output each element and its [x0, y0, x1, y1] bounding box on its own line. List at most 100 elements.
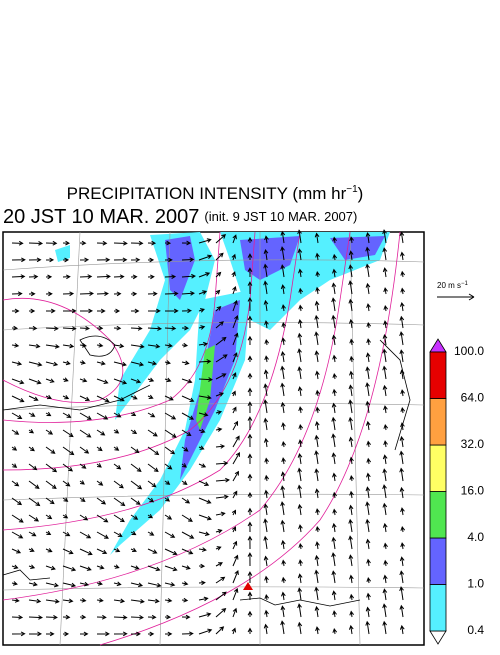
- wind-arrow: [264, 594, 270, 601]
- wind-arrow: [264, 338, 270, 346]
- wind-arrow: [164, 343, 173, 348]
- wind-arrow: [164, 582, 176, 587]
- wind-arrow: [232, 490, 238, 499]
- wind-arrow: [281, 321, 287, 329]
- wind-arrow: [62, 412, 72, 418]
- wind-arrow: [45, 394, 52, 400]
- wind-arrow: [399, 331, 404, 346]
- wind-arrow: [232, 406, 237, 414]
- wind-arrow: [11, 240, 24, 246]
- wind-arrow: [231, 627, 237, 635]
- wind-arrow: [215, 373, 227, 380]
- wind-arrow: [147, 326, 163, 331]
- wind-arrow: [130, 411, 137, 417]
- wind-arrow: [79, 291, 95, 296]
- wind-arrow: [45, 308, 56, 314]
- wind-arrow: [280, 401, 286, 414]
- wind-arrow: [383, 320, 388, 329]
- wind-arrow: [62, 429, 74, 438]
- wind-arrow: [332, 472, 337, 482]
- wind-arrow: [96, 429, 106, 436]
- wind-arrow: [113, 564, 120, 569]
- wind-arrow: [181, 581, 189, 586]
- wind-arrow: [314, 350, 320, 363]
- wind-arrow: [181, 412, 195, 420]
- wind-arrow: [28, 240, 44, 246]
- wind-arrow: [198, 596, 209, 602]
- wind-arrow: [147, 531, 155, 536]
- wind-arrow: [11, 446, 18, 451]
- wind-arrow: [281, 337, 286, 346]
- valid-time: 20 JST 10 MAR. 2007 (init. 9 JST 10 MAR. …: [3, 206, 357, 228]
- wind-arrow: [113, 598, 126, 604]
- wind-arrow: [198, 497, 212, 504]
- wind-arrow: [280, 539, 286, 550]
- wind-arrow: [113, 291, 122, 297]
- wind-arrow: [314, 450, 319, 465]
- wind-arrow: [263, 555, 269, 567]
- wind-arrow: [399, 231, 405, 244]
- wind-arrow: [147, 513, 154, 519]
- wind-arrow: [181, 291, 195, 296]
- wind-arrow: [62, 582, 77, 588]
- wind-arrow: [28, 531, 37, 537]
- wind-arrow: [164, 274, 177, 280]
- wind-arrow: [45, 344, 60, 349]
- wind-arrow: [181, 631, 194, 637]
- wind-arrow: [45, 463, 58, 473]
- wind-arrow: [62, 274, 71, 280]
- colorbar-label: 16.0: [461, 484, 485, 498]
- wind-arrow: [383, 542, 388, 550]
- wind-arrow: [231, 526, 237, 533]
- wind-arrow: [113, 547, 121, 553]
- wind-arrow: [315, 541, 320, 550]
- wind-arrow: [382, 333, 388, 346]
- wind-arrow: [349, 370, 354, 380]
- wind-arrow: [383, 423, 389, 431]
- wind-arrow: [79, 240, 87, 246]
- wind-arrow: [232, 554, 239, 567]
- wind-arrow: [164, 360, 171, 365]
- wind-arrow: [382, 267, 388, 278]
- wind-arrow: [314, 488, 320, 499]
- wind-arrow: [45, 361, 59, 367]
- wind-arrow: [281, 457, 286, 465]
- wind-arrow: [130, 497, 141, 505]
- wind-arrow: [247, 521, 253, 533]
- wind-arrow: [198, 628, 213, 635]
- wind-arrow: [198, 445, 205, 450]
- wind-arrow: [331, 314, 336, 329]
- wind-arrow: [215, 444, 226, 449]
- wind-arrow: [11, 531, 24, 539]
- wind-arrow: [45, 615, 58, 620]
- wind-arrow: [382, 502, 388, 516]
- wind-arrow: [181, 614, 191, 620]
- wind-arrow: [247, 355, 253, 363]
- wind-arrow: [247, 507, 253, 516]
- wind-arrow: [348, 518, 353, 533]
- colorbar-label: 1.0: [467, 577, 484, 591]
- wind-arrow: [130, 565, 140, 570]
- wind-arrow: [365, 263, 370, 278]
- wind-arrow: [215, 336, 227, 346]
- wind-arrow: [130, 361, 145, 367]
- wind-arrow: [382, 384, 388, 397]
- wind-arrow: [263, 248, 269, 261]
- wind-arrow: [79, 308, 94, 314]
- wind-arrow: [164, 531, 176, 538]
- wind-arrow: [400, 389, 405, 397]
- wind-arrow: [263, 299, 269, 312]
- wind-arrow: [147, 240, 157, 246]
- colorbar-segment: [429, 537, 447, 585]
- wind-arrow: [247, 627, 253, 635]
- wind-arrow: [215, 410, 223, 415]
- wind-arrow: [28, 514, 40, 522]
- wind-arrow: [181, 531, 195, 539]
- wind-arrow: [332, 508, 337, 516]
- wind-arrow: [28, 395, 39, 401]
- wind-arrow: [399, 486, 405, 499]
- wind-arrow: [96, 463, 102, 468]
- wind-arrow: [11, 378, 25, 385]
- wind-arrow: [332, 253, 338, 261]
